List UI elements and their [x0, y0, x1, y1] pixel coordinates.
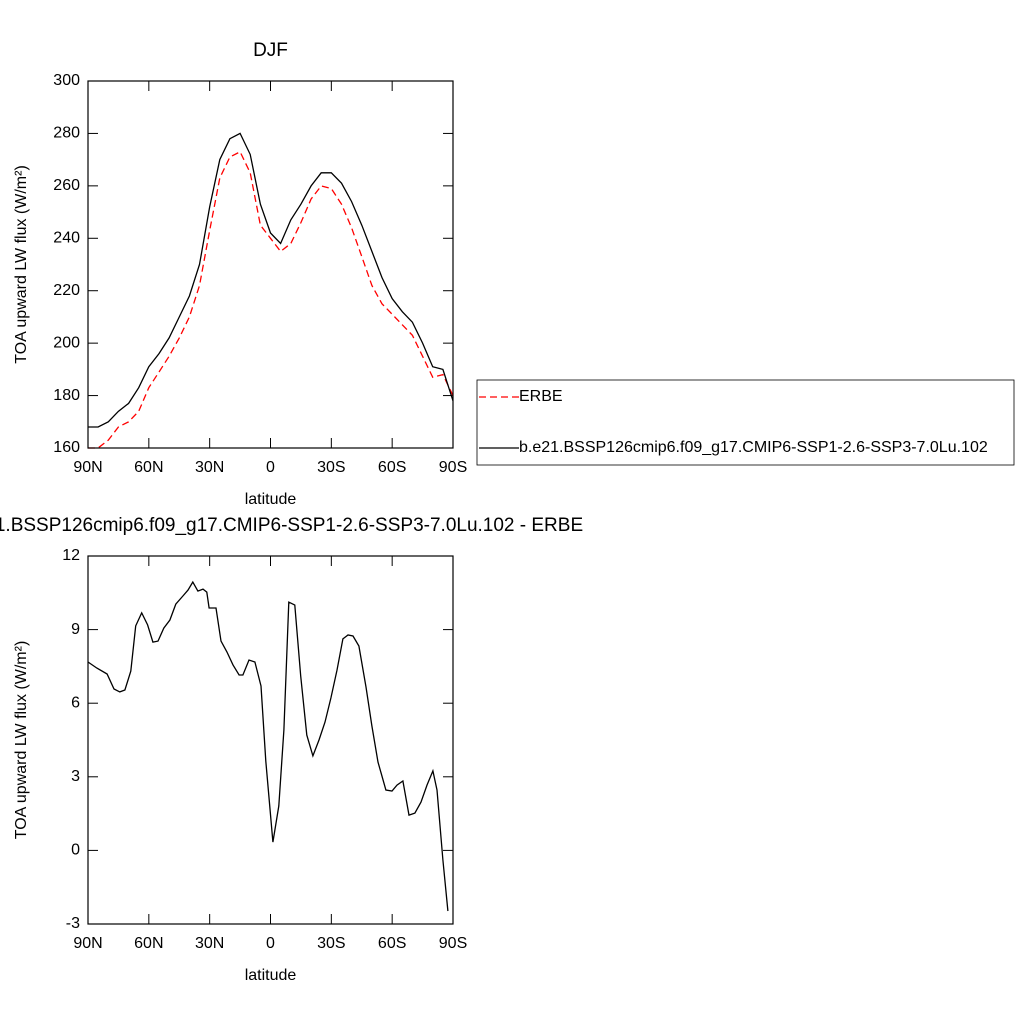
y-tick-label: 220: [53, 282, 80, 299]
y-tick-label: 9: [71, 621, 80, 638]
plot-frame: [87, 80, 454, 449]
x-tick-label: 90S: [439, 459, 467, 476]
x-tick-label: 90N: [73, 459, 102, 476]
x-tick-label: 90S: [439, 935, 467, 952]
data-line: [88, 150, 454, 449]
y-tick-label: 12: [62, 547, 80, 564]
legend-label: ERBE: [519, 388, 563, 405]
y-tick-label: 260: [53, 177, 80, 194]
x-tick-label: 60S: [378, 935, 406, 952]
x-axis-label: latitude: [245, 491, 297, 508]
y-axis-label: TOA upward LW flux (W/m²): [13, 165, 30, 364]
chart-title: DJF: [253, 40, 288, 61]
legend-box: [476, 379, 1015, 466]
y-tick-label: 200: [53, 334, 80, 351]
x-tick-label: 30S: [317, 459, 345, 476]
y-tick-label: 240: [53, 230, 80, 247]
y-tick-label: 160: [53, 439, 80, 456]
x-tick-label: 60N: [134, 935, 163, 952]
y-tick-label: 180: [53, 387, 80, 404]
x-tick-label: 30N: [195, 459, 224, 476]
x-tick-label: 0: [266, 459, 275, 476]
y-tick-label: 0: [71, 842, 80, 859]
x-tick-label: 30S: [317, 935, 345, 952]
y-tick-label: 280: [53, 125, 80, 142]
y-tick-label: 3: [71, 768, 80, 785]
x-tick-label: 90N: [73, 935, 102, 952]
chart-title: b.e21.BSSP126cmip6.f09_g17.CMIP6-SSP1-2.…: [0, 515, 583, 536]
y-tick-label: -3: [66, 915, 80, 932]
plot-frame: [87, 555, 454, 925]
y-tick-label: 300: [53, 72, 80, 89]
x-axis-label: latitude: [245, 967, 297, 984]
data-line: [88, 132, 454, 428]
data-line: [87, 580, 449, 912]
x-tick-label: 60N: [134, 459, 163, 476]
x-tick-label: 30N: [195, 935, 224, 952]
legend-label: b.e21.BSSP126cmip6.f09_g17.CMIP6-SSP1-2.…: [519, 439, 988, 456]
x-tick-label: 0: [266, 935, 275, 952]
x-tick-label: 60S: [378, 459, 406, 476]
y-tick-label: 6: [71, 694, 80, 711]
y-axis-label: TOA upward LW flux (W/m²): [13, 641, 30, 840]
